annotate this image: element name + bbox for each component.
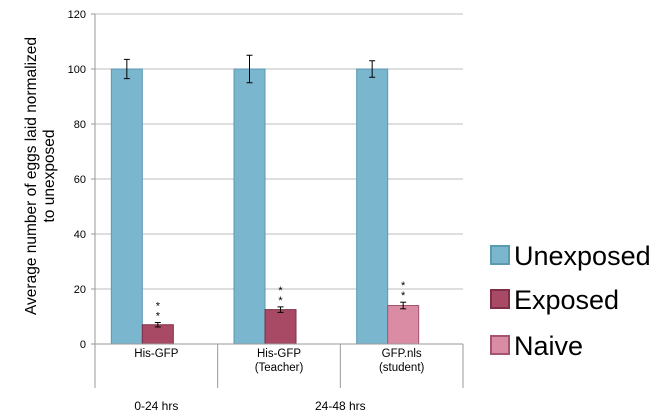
- legend-label: Exposed: [514, 285, 619, 315]
- significance-star: *: [278, 295, 283, 307]
- y-tick-label: 120: [68, 9, 86, 21]
- x-tick-label: His-GFP: [134, 348, 178, 360]
- x-tick-label: His-GFP: [257, 348, 301, 360]
- significance-star: *: [156, 311, 161, 323]
- y-tick-label: 20: [74, 284, 86, 296]
- y-tick-label: 60: [74, 174, 86, 186]
- significance-star: *: [156, 301, 161, 313]
- group-label: 24-48 hrs: [315, 399, 366, 413]
- y-axis-title-line: Average number of eggs laid normalized: [23, 37, 40, 315]
- group-label: 0-24 hrs: [134, 399, 178, 413]
- legend: Unexposed Exposed Naive: [490, 241, 651, 361]
- gridlines: [95, 13, 463, 290]
- legend-swatch: [490, 245, 510, 265]
- y-axis-title: Average number of eggs laid normalizedto…: [23, 37, 58, 315]
- bar: [264, 309, 297, 345]
- x-tick-label: (Teacher): [255, 362, 304, 374]
- legend-label: Unexposed: [514, 241, 651, 271]
- y-tick-label: 40: [74, 229, 86, 241]
- y-axis: 0 20 40 60 80 100 120: [68, 9, 96, 388]
- significance-star: *: [278, 285, 283, 297]
- y-axis-label: Average number of eggs laid normalizedto…: [23, 37, 58, 315]
- y-axis-title-line: to unexposed: [41, 129, 58, 222]
- legend-swatch: [490, 335, 510, 355]
- bar: [110, 68, 143, 345]
- bars: ******: [110, 54, 420, 345]
- y-tick-label: 0: [80, 339, 86, 351]
- y-tick-label: 80: [74, 119, 86, 131]
- bar: [356, 68, 389, 345]
- bar: [387, 305, 420, 345]
- bar: [233, 68, 266, 345]
- legend-swatch: [490, 289, 510, 309]
- legend-label: Naive: [514, 331, 583, 361]
- bar: [141, 324, 174, 345]
- x-axis: His-GFP His-GFP (Teacher) GFP.nls (student) 0…: [95, 343, 464, 413]
- y-tick-label: 100: [68, 64, 86, 76]
- x-tick-label: (student): [379, 362, 425, 374]
- significance-star: *: [401, 290, 406, 302]
- significance-star: *: [401, 280, 406, 292]
- x-tick-label: GFP.nls: [382, 348, 422, 360]
